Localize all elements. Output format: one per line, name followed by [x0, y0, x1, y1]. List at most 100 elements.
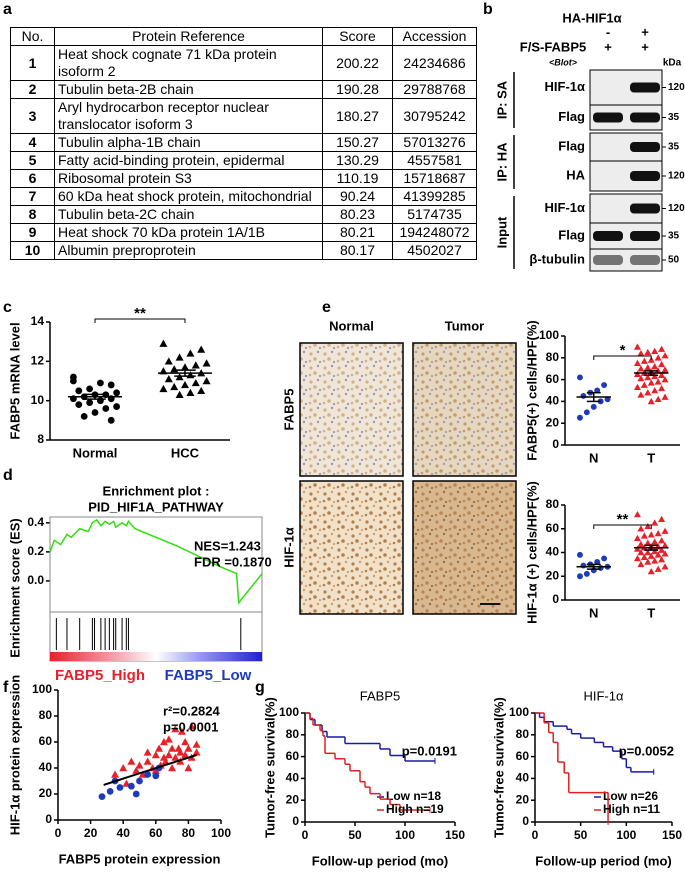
y-tick-label: 40: [516, 771, 530, 785]
table-cell: 15718687: [392, 169, 477, 188]
y-axis-label: FABP5 mRNA level: [7, 322, 22, 439]
data-point: [661, 352, 669, 359]
data-point: [132, 766, 141, 774]
data-point: [111, 770, 120, 778]
data-point: [633, 343, 641, 350]
x-tick-label: N: [589, 605, 598, 620]
data-point: [633, 383, 641, 391]
table-row: 7 60 kDa heat shock protein, mitochondria…: [10, 187, 477, 206]
chart-title: HIF-1α: [583, 688, 624, 703]
group-label: FABP5_Low: [165, 667, 252, 684]
table-cell: 4: [10, 133, 55, 152]
band: [630, 203, 660, 214]
table-cell: 190.28: [322, 80, 393, 99]
data-point: [658, 371, 666, 379]
data-point: [597, 564, 604, 571]
data-point: [86, 399, 93, 407]
data-point: [144, 771, 152, 778]
data-point: [661, 376, 669, 383]
chart-title: Enrichment plot :: [103, 483, 210, 498]
legend-label: Low n=26: [603, 789, 658, 803]
data-point: [647, 552, 655, 559]
y-tick-label: 100: [32, 682, 52, 696]
data-point: [107, 416, 115, 424]
data-point: [132, 790, 140, 798]
data-point: [661, 393, 669, 400]
band: [630, 171, 660, 181]
annotation: FDR =0.1870: [194, 554, 272, 569]
y-tick-label: 20: [546, 568, 560, 582]
significance-label: *: [620, 342, 626, 359]
significance-label: **: [617, 511, 629, 528]
table-row: 5 Fatty acid-binding protein, epidermal 13…: [10, 151, 477, 170]
data-point: [658, 515, 666, 523]
data-point: [164, 357, 173, 365]
data-point: [651, 387, 659, 394]
data-point: [75, 387, 83, 395]
table-cell: 90.24: [322, 187, 393, 206]
blot-row-label: Flag: [558, 227, 585, 242]
data-point: [654, 551, 662, 558]
data-point: [106, 788, 114, 795]
band: [630, 142, 660, 152]
data-point: [633, 359, 641, 367]
blot-row-label: HIF-1α: [545, 79, 586, 94]
data-point: [590, 403, 597, 410]
table-cell: Heat shock 70 kDa protein 1A/1B: [54, 223, 323, 242]
y-axis-label: Enrichment score (ES): [7, 518, 22, 657]
table-cell: 4502027: [392, 241, 477, 260]
table-cell: 80.17: [322, 241, 393, 260]
data-point: [644, 348, 652, 356]
annotation: NES=1.243: [194, 538, 261, 553]
data-point: [143, 748, 152, 756]
data-point: [191, 378, 200, 387]
table-cell: 7: [10, 187, 55, 206]
data-point: [633, 554, 641, 562]
data-point: [98, 793, 106, 800]
data-point: [192, 748, 201, 756]
data-point: [91, 409, 99, 416]
fit-line: [103, 754, 197, 786]
table-cell: 5: [10, 151, 55, 170]
data-point: [658, 360, 666, 368]
micrograph: [299, 342, 404, 477]
data-point: [164, 375, 173, 383]
data-point: [661, 366, 669, 373]
y-tick-label: 14: [31, 314, 45, 328]
data-point: [637, 560, 645, 568]
group-label: IP: HA: [494, 142, 509, 182]
table-row: 6 Ribosomal protein S3 110.19 15718687: [10, 169, 477, 188]
y-axis-label: Tumor-free survival(%): [491, 697, 506, 838]
significance-bracket: [94, 318, 186, 323]
y-tick-label: 20: [39, 786, 53, 800]
x-tick-label: 150: [445, 828, 465, 842]
y-tick-label: 0: [522, 814, 529, 828]
x-tick-label: 20: [84, 826, 98, 840]
header-cell: Accession: [392, 27, 477, 46]
data-point: [113, 389, 120, 397]
panel-label: c: [3, 299, 12, 316]
data-point: [644, 389, 652, 396]
table-cell: Ribosomal protein S3: [54, 169, 323, 188]
data-point: [197, 345, 206, 353]
significance-bracket: [593, 355, 652, 360]
x-tick-label: Normal: [73, 445, 118, 460]
data-point: [651, 363, 659, 370]
data-point: [70, 373, 77, 381]
data-point: [661, 550, 669, 557]
table-cell: 30795242: [392, 98, 477, 134]
data-point: [107, 381, 115, 389]
data-point: [647, 531, 655, 538]
data-point: [136, 777, 143, 785]
data-point: [152, 772, 160, 780]
data-point: [181, 380, 189, 389]
data-point: [97, 379, 104, 387]
header-row: No. Protein Reference Score Accession: [10, 27, 477, 46]
data-point: [197, 386, 206, 395]
data-point: [175, 353, 184, 361]
data-point: [644, 373, 652, 381]
table-cell: 1: [10, 45, 55, 81]
significance-label: **: [134, 305, 146, 322]
data-point: [181, 363, 189, 371]
